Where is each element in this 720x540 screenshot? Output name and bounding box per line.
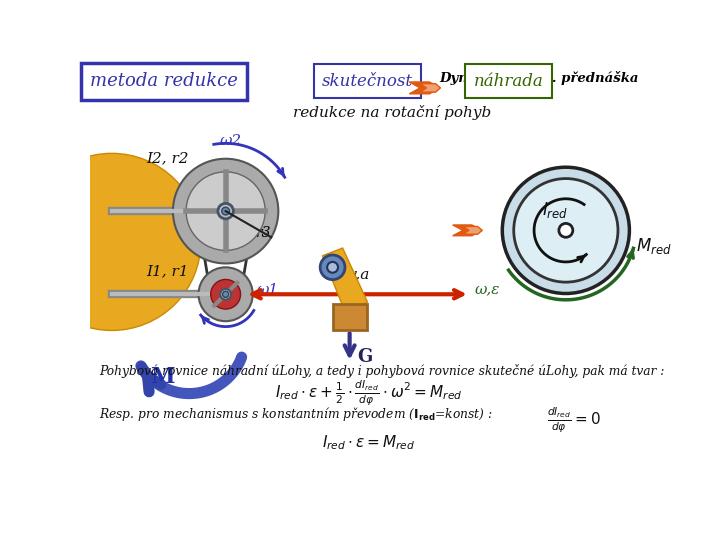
Circle shape [559, 224, 573, 237]
Circle shape [22, 153, 201, 330]
Circle shape [222, 207, 230, 215]
Text: redukce na rotační pohyb: redukce na rotační pohyb [293, 105, 491, 120]
Circle shape [327, 262, 338, 273]
Text: Pohybová rovnice náhradní úLohy, a tedy i pohybová rovnice skutečné úLohy, pak m: Pohybová rovnice náhradní úLohy, a tedy … [99, 363, 665, 377]
Circle shape [222, 291, 229, 298]
Circle shape [218, 204, 233, 219]
Text: ω,ε: ω,ε [474, 282, 500, 296]
Polygon shape [323, 248, 367, 314]
Circle shape [186, 172, 265, 251]
Text: ω2: ω2 [220, 134, 242, 149]
Circle shape [220, 289, 231, 300]
Text: G: G [357, 348, 373, 367]
Text: I1, r1: I1, r1 [145, 264, 189, 278]
Polygon shape [463, 226, 482, 234]
Circle shape [514, 179, 618, 282]
Text: $I_{red} \cdot \varepsilon + \frac{1}{2} \cdot \frac{dI_{red}}{d\varphi} \cdot \: $I_{red} \cdot \varepsilon + \frac{1}{2}… [275, 379, 463, 408]
FancyBboxPatch shape [333, 303, 366, 330]
Text: $M_{red}$: $M_{red}$ [636, 236, 671, 256]
Text: I2, r2: I2, r2 [145, 152, 189, 166]
Text: metoda redukce: metoda redukce [90, 72, 238, 91]
Circle shape [173, 159, 279, 264]
Circle shape [320, 255, 345, 280]
Text: náhrada: náhrada [474, 72, 544, 90]
Circle shape [211, 279, 240, 309]
Circle shape [199, 267, 253, 321]
Polygon shape [409, 82, 441, 94]
Text: ω1: ω1 [256, 284, 279, 298]
Polygon shape [420, 84, 441, 92]
Polygon shape [453, 225, 482, 236]
Text: r3: r3 [255, 226, 270, 240]
Text: m: m [343, 289, 357, 303]
Text: $I_{red} \cdot \varepsilon = M_{red}$: $I_{red} \cdot \varepsilon = M_{red}$ [323, 433, 415, 451]
Text: M: M [150, 366, 174, 388]
Circle shape [503, 167, 629, 294]
Text: Resp. pro mechanismus s konstantním převodem ($\mathbf{I_{red}}$=konst) :: Resp. pro mechanismus s konstantním přev… [99, 405, 493, 423]
Text: x,v,a: x,v,a [336, 267, 371, 281]
Text: skutečnost: skutečnost [322, 72, 413, 90]
Text: $I_{red}$: $I_{red}$ [542, 200, 568, 220]
Text: $\frac{dI_{red}}{d\varphi} = 0$: $\frac{dI_{red}}{d\varphi} = 0$ [547, 405, 601, 435]
Text: Dynamika I, 10. přednáška: Dynamika I, 10. přednáška [439, 71, 639, 85]
